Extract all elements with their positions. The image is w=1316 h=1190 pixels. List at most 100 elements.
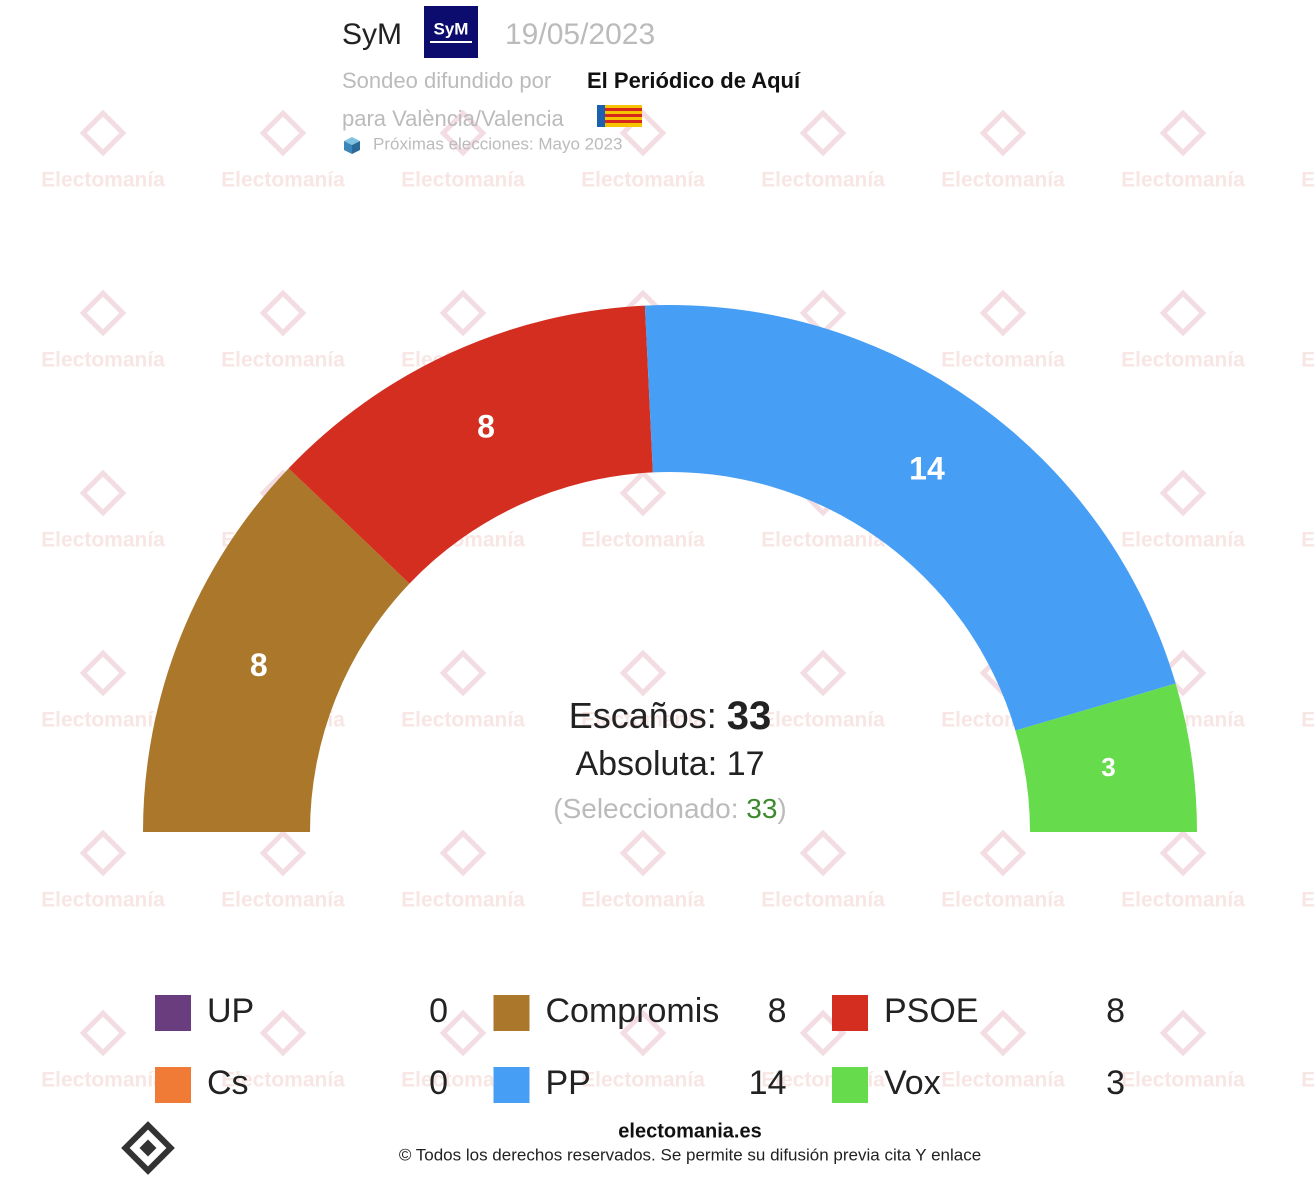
watermark: Electomanía (581, 709, 705, 732)
watermark: Electomanía (1121, 349, 1245, 372)
footer-logo (121, 1121, 175, 1175)
watermark: Electomanía (761, 169, 885, 192)
legend-name: Vox (884, 1064, 941, 1102)
watermark: Electomanía (1301, 349, 1316, 372)
watermark-icon (979, 289, 1027, 337)
watermark: Electomanía (581, 169, 705, 192)
majority-value: 17 (727, 745, 765, 783)
watermark: Electomanía (761, 529, 885, 552)
watermark-icon (79, 289, 127, 337)
watermark-icon (439, 649, 487, 697)
watermark-icon (1159, 829, 1207, 877)
watermark-icon (439, 109, 487, 157)
copyright: © Todos los derechos reservados. Se perm… (399, 1145, 981, 1164)
watermark: Electomanía (941, 889, 1065, 912)
flag (597, 105, 642, 127)
watermark: Electomanía (401, 709, 525, 732)
total-label: Escaños: (569, 695, 717, 736)
watermark: Electomanía (1121, 1069, 1245, 1092)
total: Escaños: 33 (569, 694, 772, 738)
watermark-icon (259, 829, 307, 877)
watermark: Electomanía (581, 889, 705, 912)
date: 19/05/2023 (505, 18, 655, 51)
watermark: Electomanía (401, 169, 525, 192)
seat-label: 8 (477, 408, 495, 444)
watermark-icon (979, 829, 1027, 877)
watermark-icon (439, 829, 487, 877)
watermark: Electomanía (1301, 889, 1316, 912)
seat-label: 8 (250, 647, 268, 683)
watermark: Electomanía (1301, 709, 1316, 732)
watermark: Electomanía (1121, 169, 1245, 192)
watermark-icon (79, 469, 127, 517)
seat-arc (644, 305, 1176, 731)
watermark-icon (799, 109, 847, 157)
legend-swatch (155, 995, 191, 1031)
majority: Absoluta: 17 (575, 745, 764, 783)
watermark: Electomanía (41, 1069, 165, 1092)
watermark-icon (979, 1009, 1027, 1057)
legend-name: UP (207, 992, 254, 1030)
watermark-icon (619, 1009, 667, 1057)
watermark-icon (619, 469, 667, 517)
selected-close: ) (777, 793, 786, 824)
seat-label: 3 (1101, 752, 1115, 782)
watermark: Electomanía (221, 349, 345, 372)
selected: (Seleccionado: 33) (553, 793, 787, 824)
selected-label: (Seleccionado: (553, 793, 738, 824)
site: electomania.es (618, 1120, 761, 1142)
legend-value: 8 (1106, 992, 1125, 1030)
watermark: Electomanía (941, 169, 1065, 192)
watermark-icon (619, 829, 667, 877)
legend-swatch (493, 1067, 530, 1103)
majority-label: Absoluta: (575, 745, 717, 783)
watermark-icon (1159, 1009, 1207, 1057)
hemicycle: 8 8 14 3 (143, 305, 1197, 832)
watermark: Electomanía (1301, 1069, 1316, 1092)
pollster-logo (424, 6, 478, 58)
legend-value: 14 (749, 1064, 787, 1102)
legend-swatch (155, 1067, 191, 1103)
seat-arc (288, 305, 653, 584)
watermark-icon (799, 649, 847, 697)
watermark: Electomanía (581, 529, 705, 552)
watermark-icon (1159, 109, 1207, 157)
watermark-icon (79, 829, 127, 877)
watermark: Electomanía (1301, 529, 1316, 552)
legend-value: 3 (1106, 1064, 1125, 1102)
legend: UP 0 Compromis 8 PSOE 8 Cs 0 PP 14 Vox 3 (155, 992, 1125, 1103)
selected-value: 33 (746, 793, 777, 824)
watermark: Electomanía (221, 1069, 345, 1092)
watermark-icon (79, 649, 127, 697)
watermark-icon (799, 289, 847, 337)
next-election: Próximas elecciones: Mayo 2023 (373, 134, 622, 153)
watermark: Electomanía (41, 889, 165, 912)
watermark: Electomanía (1301, 169, 1316, 192)
watermark-icon (79, 109, 127, 157)
watermark-icon (79, 1009, 127, 1057)
watermark: Electomanía (41, 169, 165, 192)
watermark-icon (1159, 289, 1207, 337)
legend-name: PSOE (884, 992, 978, 1030)
legend-swatch (832, 1067, 868, 1103)
watermark: Electomanía (1121, 889, 1245, 912)
watermark: Electomanía (581, 1069, 705, 1092)
watermark-icon (619, 649, 667, 697)
seat-label: 14 (909, 451, 945, 487)
legend-swatch (493, 995, 530, 1031)
watermark-icon (979, 109, 1027, 157)
total-value: 33 (727, 694, 772, 738)
watermark-icon (259, 289, 307, 337)
watermark: Electomanía (941, 349, 1065, 372)
legend-name: PP (546, 1064, 591, 1102)
watermark: Electomanía (941, 1069, 1065, 1092)
watermark: Electomanía (221, 889, 345, 912)
media: El Periódico de Aquí (587, 68, 801, 93)
watermark-icon (799, 829, 847, 877)
watermark-icon (439, 1009, 487, 1057)
watermark: Electomanía (401, 889, 525, 912)
legend-value: 0 (429, 1064, 448, 1102)
ballot-icon (344, 137, 360, 154)
spread-by: Sondeo difundido por (342, 68, 551, 93)
